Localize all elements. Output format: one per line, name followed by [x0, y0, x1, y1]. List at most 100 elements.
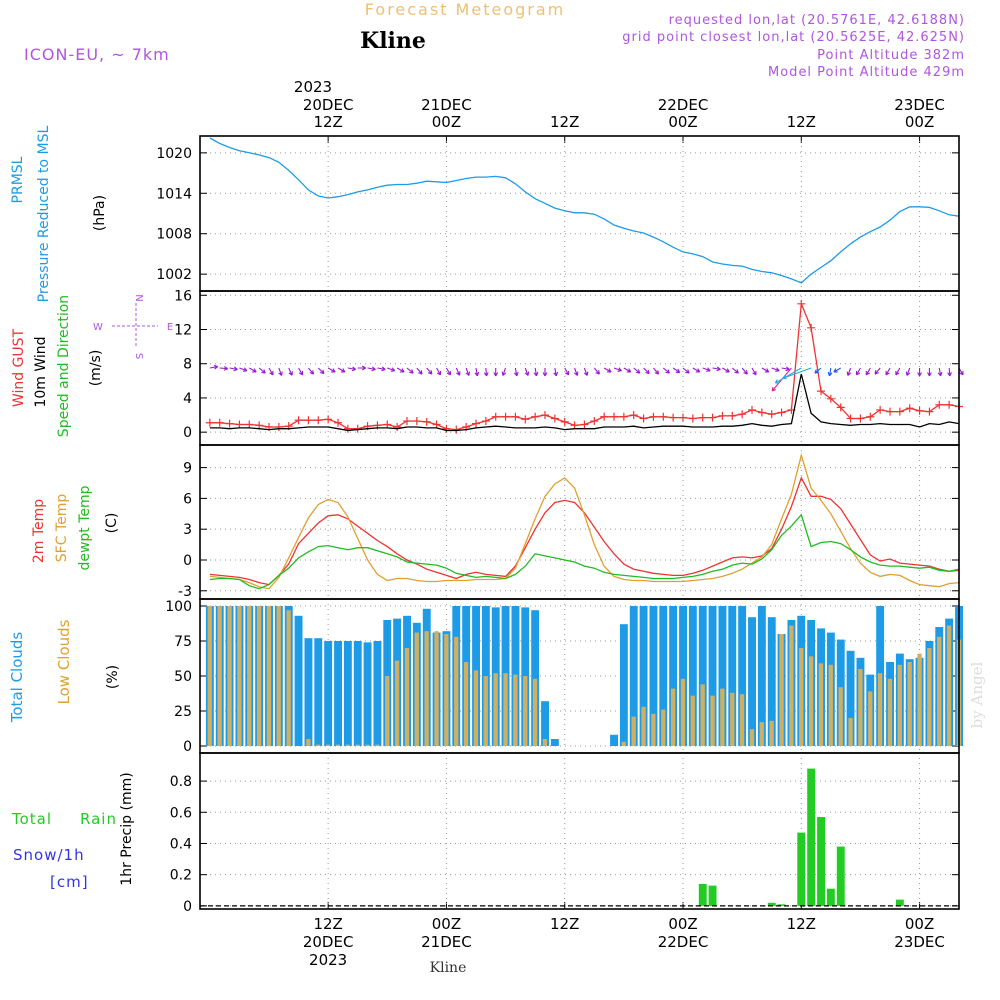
top-hour-label: 12Z: [787, 113, 816, 131]
bar-low-clouds: [532, 678, 538, 746]
gust-marker: [412, 417, 421, 426]
bar-total-rain: [807, 768, 816, 906]
y-tick-label: 50: [174, 669, 192, 685]
wind-arrow: [771, 367, 780, 372]
series-line-2m-temp: [209, 476, 960, 586]
wind-arrow: [947, 367, 952, 377]
wind-arrow: [917, 368, 922, 377]
gust-marker: [521, 415, 530, 424]
wind-arrow: [937, 367, 943, 377]
panel-frame: [199, 290, 960, 446]
series-line-prmsl: [209, 137, 960, 284]
wind-arrow: [682, 367, 690, 374]
bar-low-clouds: [414, 632, 419, 746]
wind-arrow: [564, 367, 570, 376]
panel-precipitation: 0 0.2 0.4 0.6 0.8: [170, 752, 960, 915]
wind-arrow: [885, 367, 891, 376]
gust-marker: [905, 404, 914, 413]
wind-arrow: [229, 366, 238, 372]
y-tick-label: 9: [183, 461, 192, 477]
sfc-temp-label: SFC Temp: [54, 494, 70, 563]
dewpt-label: dewpt Temp: [77, 485, 93, 570]
gust-marker: [679, 413, 687, 422]
bar-low-clouds: [680, 678, 686, 746]
bar-total-clouds: [550, 739, 559, 746]
top-date-label: 21DEC: [421, 96, 472, 114]
bar-low-clouds: [858, 669, 863, 746]
gust-marker: [531, 412, 540, 421]
wind-arrow: [455, 367, 461, 376]
bar-low-clouds: [808, 656, 814, 746]
gust-marker: [580, 420, 589, 429]
top-hour-label: 12Z: [313, 113, 342, 131]
y-tick-label: 1020: [156, 146, 192, 162]
bar-low-clouds: [483, 676, 488, 746]
gust-marker: [895, 407, 904, 416]
bar-low-clouds: [355, 744, 360, 746]
bar-low-clouds: [720, 688, 725, 746]
bar-low-clouds: [907, 662, 912, 746]
y-tick-label: 3: [183, 522, 192, 538]
gust-marker: [925, 407, 934, 416]
wind-arrow: [855, 367, 861, 376]
bottom-line2-label: 20DEC: [303, 933, 354, 951]
gust-marker: [886, 407, 894, 416]
gust-marker: [728, 411, 737, 420]
wind-arrow: [573, 367, 579, 376]
wind-arrow: [761, 367, 770, 373]
gust-marker: [442, 424, 451, 433]
gust-marker: [748, 405, 756, 414]
bar-low-clouds: [325, 744, 331, 746]
wind-arrow: [445, 367, 451, 376]
wind-arrow: [672, 367, 681, 374]
bar-low-clouds: [739, 694, 745, 746]
bar-low-clouds: [424, 631, 429, 746]
y-tick-label: 0.4: [170, 836, 192, 852]
bar-total-rain: [836, 846, 845, 906]
bar-low-clouds: [946, 625, 952, 746]
bottom-line1-label: 12Z: [313, 915, 342, 933]
wind-arrow: [662, 367, 670, 374]
bar-low-clouds: [227, 606, 232, 746]
y-tick-label: -3: [178, 584, 192, 600]
gust-marker: [639, 414, 648, 423]
gust-marker: [393, 423, 402, 432]
panel-frame: [199, 444, 960, 600]
y-tick-label: 100: [165, 599, 192, 615]
gust-marker: [383, 420, 392, 429]
bar-low-clouds: [306, 739, 311, 746]
snow-label: Snow/1h: [13, 846, 85, 864]
model-label: ICON-EU, ~ 7km: [24, 45, 170, 64]
panel-wind: 0 4 8 12 16: [174, 288, 964, 446]
wind-arrow: [219, 366, 228, 371]
bar-total-clouds: [688, 606, 697, 746]
wind-arrow: [774, 367, 802, 384]
model-altitude: Model Point Altitude 429m: [768, 65, 965, 80]
bar-total-clouds: [708, 606, 717, 746]
bar-low-clouds: [927, 648, 932, 746]
wind-arrow: [731, 367, 739, 374]
wind-arrow: [593, 367, 600, 375]
gust-marker: [452, 425, 461, 434]
bar-total-clouds: [659, 606, 668, 746]
low-clouds-label: Low Clouds: [55, 619, 73, 704]
gust-marker: [235, 420, 244, 429]
y-tick-label: 16: [174, 288, 192, 304]
bar-total-clouds: [767, 617, 776, 746]
gust-marker: [669, 413, 678, 422]
compass-west: W: [93, 322, 103, 333]
bar-total-clouds: [343, 641, 352, 746]
wind-arrow: [258, 367, 266, 374]
bar-low-clouds: [394, 660, 400, 746]
panel-frame: [199, 752, 960, 910]
wind-arrow: [814, 367, 822, 374]
series-line-wind-gust: [209, 303, 960, 431]
gust-marker: [225, 419, 234, 428]
wind-arrow: [308, 367, 315, 375]
y-tick-label: 8: [183, 357, 192, 373]
bar-total-clouds: [324, 641, 333, 746]
bar-low-clouds: [848, 718, 853, 746]
wind-arrow: [895, 367, 901, 376]
panel-temperature: -3 0 3 6 9: [178, 444, 960, 600]
bar-low-clouds: [463, 662, 469, 746]
